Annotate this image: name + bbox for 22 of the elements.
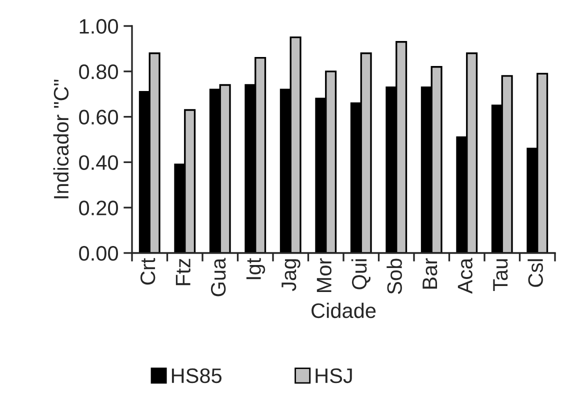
x-tick-label: Gua bbox=[210, 258, 226, 296]
y-tick-label: 0.20 bbox=[79, 200, 118, 216]
x-tick-label: Qui bbox=[351, 259, 370, 290]
y-tick-label: 0.40 bbox=[79, 155, 118, 170]
x-axis-title: Cidade bbox=[312, 302, 376, 318]
y-axis-title: Indicador "C" bbox=[53, 80, 69, 198]
legend-label: HS85 bbox=[172, 368, 222, 384]
x-tick-label: Igt bbox=[246, 258, 266, 280]
x-tick-label: Mor bbox=[316, 258, 332, 292]
x-tick-label: Jag bbox=[282, 259, 300, 292]
y-tick-label: 0.60 bbox=[79, 110, 118, 125]
y-tick-label: 0.80 bbox=[79, 64, 118, 80]
x-tick-label: Csl bbox=[528, 259, 543, 287]
y-tick-label: 1.00 bbox=[80, 19, 118, 34]
x-tick-label: Bar bbox=[422, 258, 438, 289]
x-tick-label: Sob bbox=[386, 258, 402, 294]
y-tick-label: 0.00 bbox=[79, 246, 118, 261]
x-tick-label: Aca bbox=[458, 258, 472, 294]
legend-label: HSJ bbox=[316, 368, 352, 384]
x-tick-label: Crt bbox=[140, 258, 156, 285]
x-tick-label: Ftz bbox=[176, 258, 190, 286]
x-tick-label: Tau bbox=[493, 259, 508, 291]
